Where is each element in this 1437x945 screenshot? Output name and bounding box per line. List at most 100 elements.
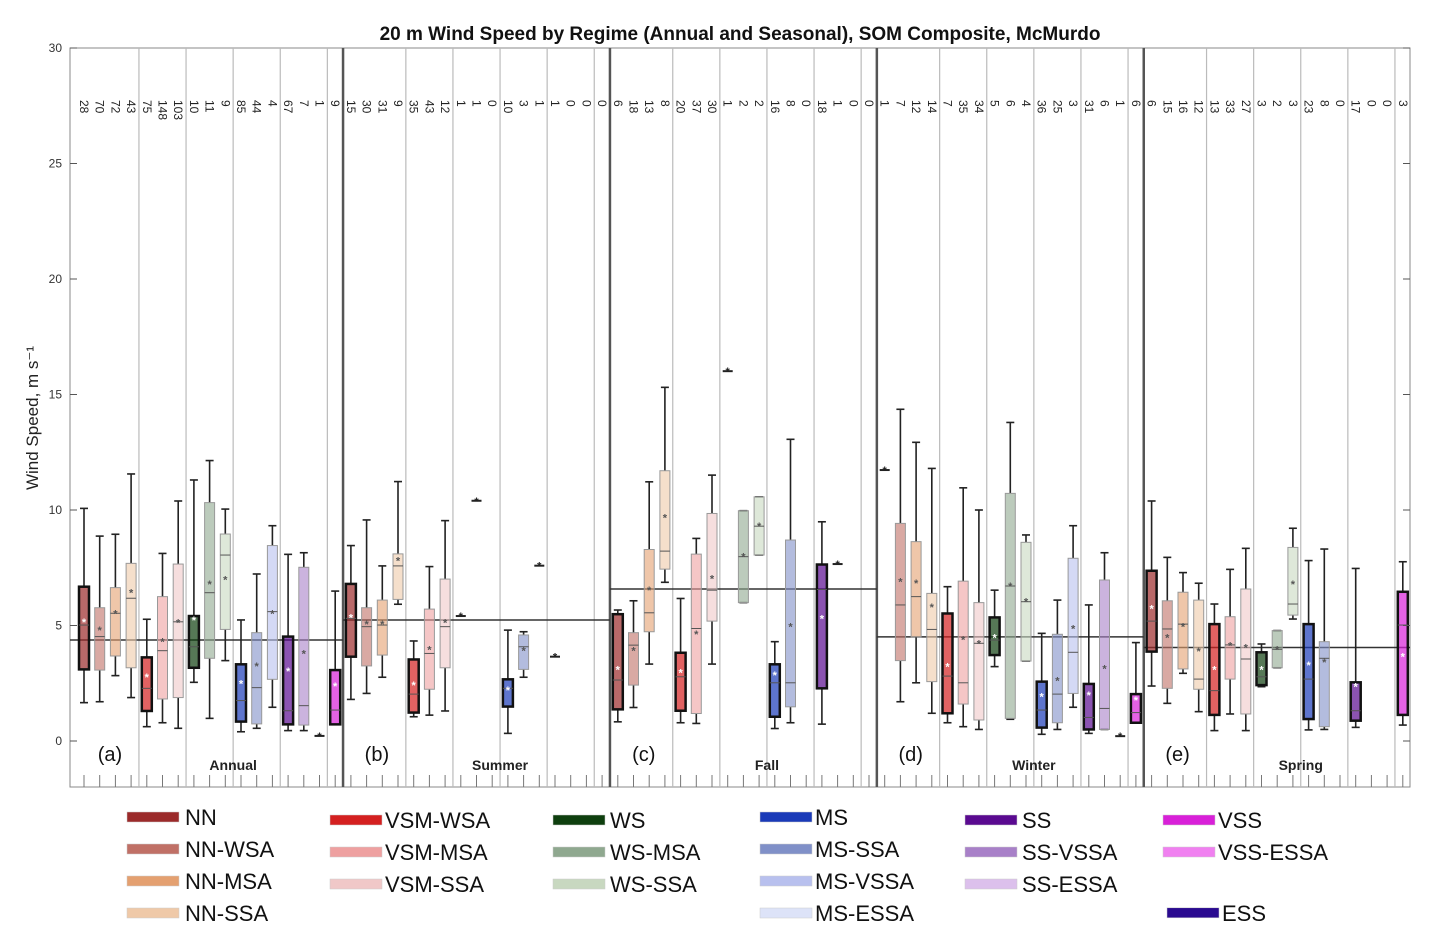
mean-marker: * [396, 556, 401, 568]
box-ms: * [234, 619, 248, 733]
box-ms: * [1302, 559, 1315, 731]
season-label: Fall [755, 757, 779, 773]
box-vsm-msa: * [690, 537, 702, 725]
box-ss: * [815, 520, 829, 725]
sample-count-label: 1 [454, 100, 468, 107]
mean-marker: * [459, 611, 464, 623]
mean-marker: * [726, 366, 731, 378]
iqr-box [957, 580, 969, 705]
mean-marker: * [113, 608, 118, 620]
box-nn-wsa: * [1161, 556, 1173, 705]
season-label: Summer [472, 757, 529, 773]
mean-marker: * [553, 652, 558, 664]
box-nn: * [344, 544, 358, 701]
box-ms-ssa: * [785, 438, 796, 724]
box-ss-essa: * [1115, 731, 1126, 743]
box-vsm-ssa: * [706, 474, 718, 665]
iqr-box [1161, 600, 1173, 689]
legend-swatch [1166, 907, 1220, 919]
box-ws: * [722, 366, 733, 378]
mean-marker: * [192, 615, 197, 627]
iqr-box [501, 678, 515, 708]
legend-label: MS-SSA [815, 837, 900, 862]
season-label: Winter [1012, 757, 1056, 773]
sample-count-label: 0 [595, 100, 609, 107]
mean-marker: * [914, 578, 919, 590]
mean-marker: * [1306, 660, 1311, 672]
sample-count-label: 0 [485, 100, 499, 107]
sample-count-label: 36 [1035, 100, 1049, 114]
box-vsm-msa: * [423, 565, 435, 716]
box-nn-msa: * [643, 481, 655, 665]
box-ms-vssa: * [534, 561, 545, 573]
box-ms-vssa: * [1067, 524, 1079, 709]
box-ws-ssa: * [1287, 527, 1299, 620]
legend-label: VSM-WSA [385, 808, 490, 833]
iqr-box [659, 470, 671, 570]
box-ss: * [1349, 567, 1362, 729]
sample-count-label: 44 [250, 100, 264, 114]
legend-label: SS [1022, 808, 1051, 833]
iqr-box [187, 614, 201, 670]
mean-marker: * [1354, 682, 1359, 694]
sample-count-label: 17 [1349, 100, 1363, 114]
box-vsm-wsa: * [674, 597, 687, 724]
iqr-box [1224, 616, 1236, 680]
sample-count-label: 18 [815, 100, 829, 114]
box-nn-ssa: * [1193, 582, 1205, 713]
box-ms: * [768, 640, 782, 730]
box-ss-vssa: * [832, 559, 843, 571]
mean-marker: * [1259, 664, 1264, 676]
legend-label: WS-SSA [610, 872, 697, 897]
mean-marker: * [616, 664, 621, 676]
sample-count-label: 4 [265, 100, 279, 107]
sample-count-label: 7 [941, 100, 955, 107]
y-axis-label: Wind Speed, m s⁻¹ [23, 346, 42, 490]
sample-count-label: 1 [721, 100, 735, 107]
mean-marker: * [1181, 622, 1186, 634]
sample-count-label: 9 [391, 100, 405, 107]
mean-marker: * [82, 617, 87, 629]
legend-item-ss-vssa: SS-VSSA [964, 840, 1118, 865]
iqr-box [706, 512, 718, 622]
iqr-box [140, 656, 154, 713]
sample-count-label: 0 [579, 100, 593, 107]
box-series: * * * * * * * * * * * * * * * * * * * * * * * * * * * * * * * * * * * * * * * *… [77, 366, 1410, 743]
sample-count-label: 20 [674, 100, 688, 114]
box-vsm-wsa: * [1208, 603, 1221, 732]
iqr-box [894, 522, 906, 662]
sample-count-label: 23 [1302, 100, 1316, 114]
mean-marker: * [1275, 644, 1280, 656]
legend-swatch [329, 814, 383, 826]
iqr-box [266, 545, 278, 680]
iqr-box [281, 635, 295, 726]
legend-item-ms-ssa: MS-SSA [759, 837, 900, 862]
legend-swatch [329, 878, 383, 890]
iqr-box [376, 599, 388, 656]
sample-count-label: 103 [171, 100, 185, 120]
iqr-box [172, 563, 184, 699]
sample-count-label: 6 [611, 100, 625, 107]
mean-marker: * [1024, 597, 1029, 609]
mean-marker: * [317, 731, 322, 743]
y-tick-label: 25 [49, 157, 63, 171]
iqr-box [1318, 641, 1330, 728]
sample-count-label: 8 [658, 100, 672, 107]
box-vss: * [1129, 641, 1143, 725]
panel-dividers [138, 48, 1396, 787]
mean-marker: * [255, 661, 260, 673]
legend-label: NN-SSA [185, 901, 268, 926]
legend-item-ws: WS [552, 808, 645, 833]
legend-label: NN-MSA [185, 869, 272, 894]
box-ws: * [1255, 643, 1268, 688]
mean-marker: * [1040, 692, 1045, 704]
chart-title: 20 m Wind Speed by Regime (Annual and Se… [380, 24, 1101, 45]
mean-marker: * [788, 622, 793, 634]
sample-count-label: 0 [799, 100, 813, 107]
box-vsm-wsa: * [407, 640, 420, 718]
box-nn-wsa: * [894, 408, 906, 703]
sample-count-label: 16 [1176, 100, 1190, 114]
box-ss-vssa: * [1099, 551, 1110, 731]
sample-count-label: 3 [1066, 100, 1080, 107]
iqr-box [690, 553, 702, 715]
